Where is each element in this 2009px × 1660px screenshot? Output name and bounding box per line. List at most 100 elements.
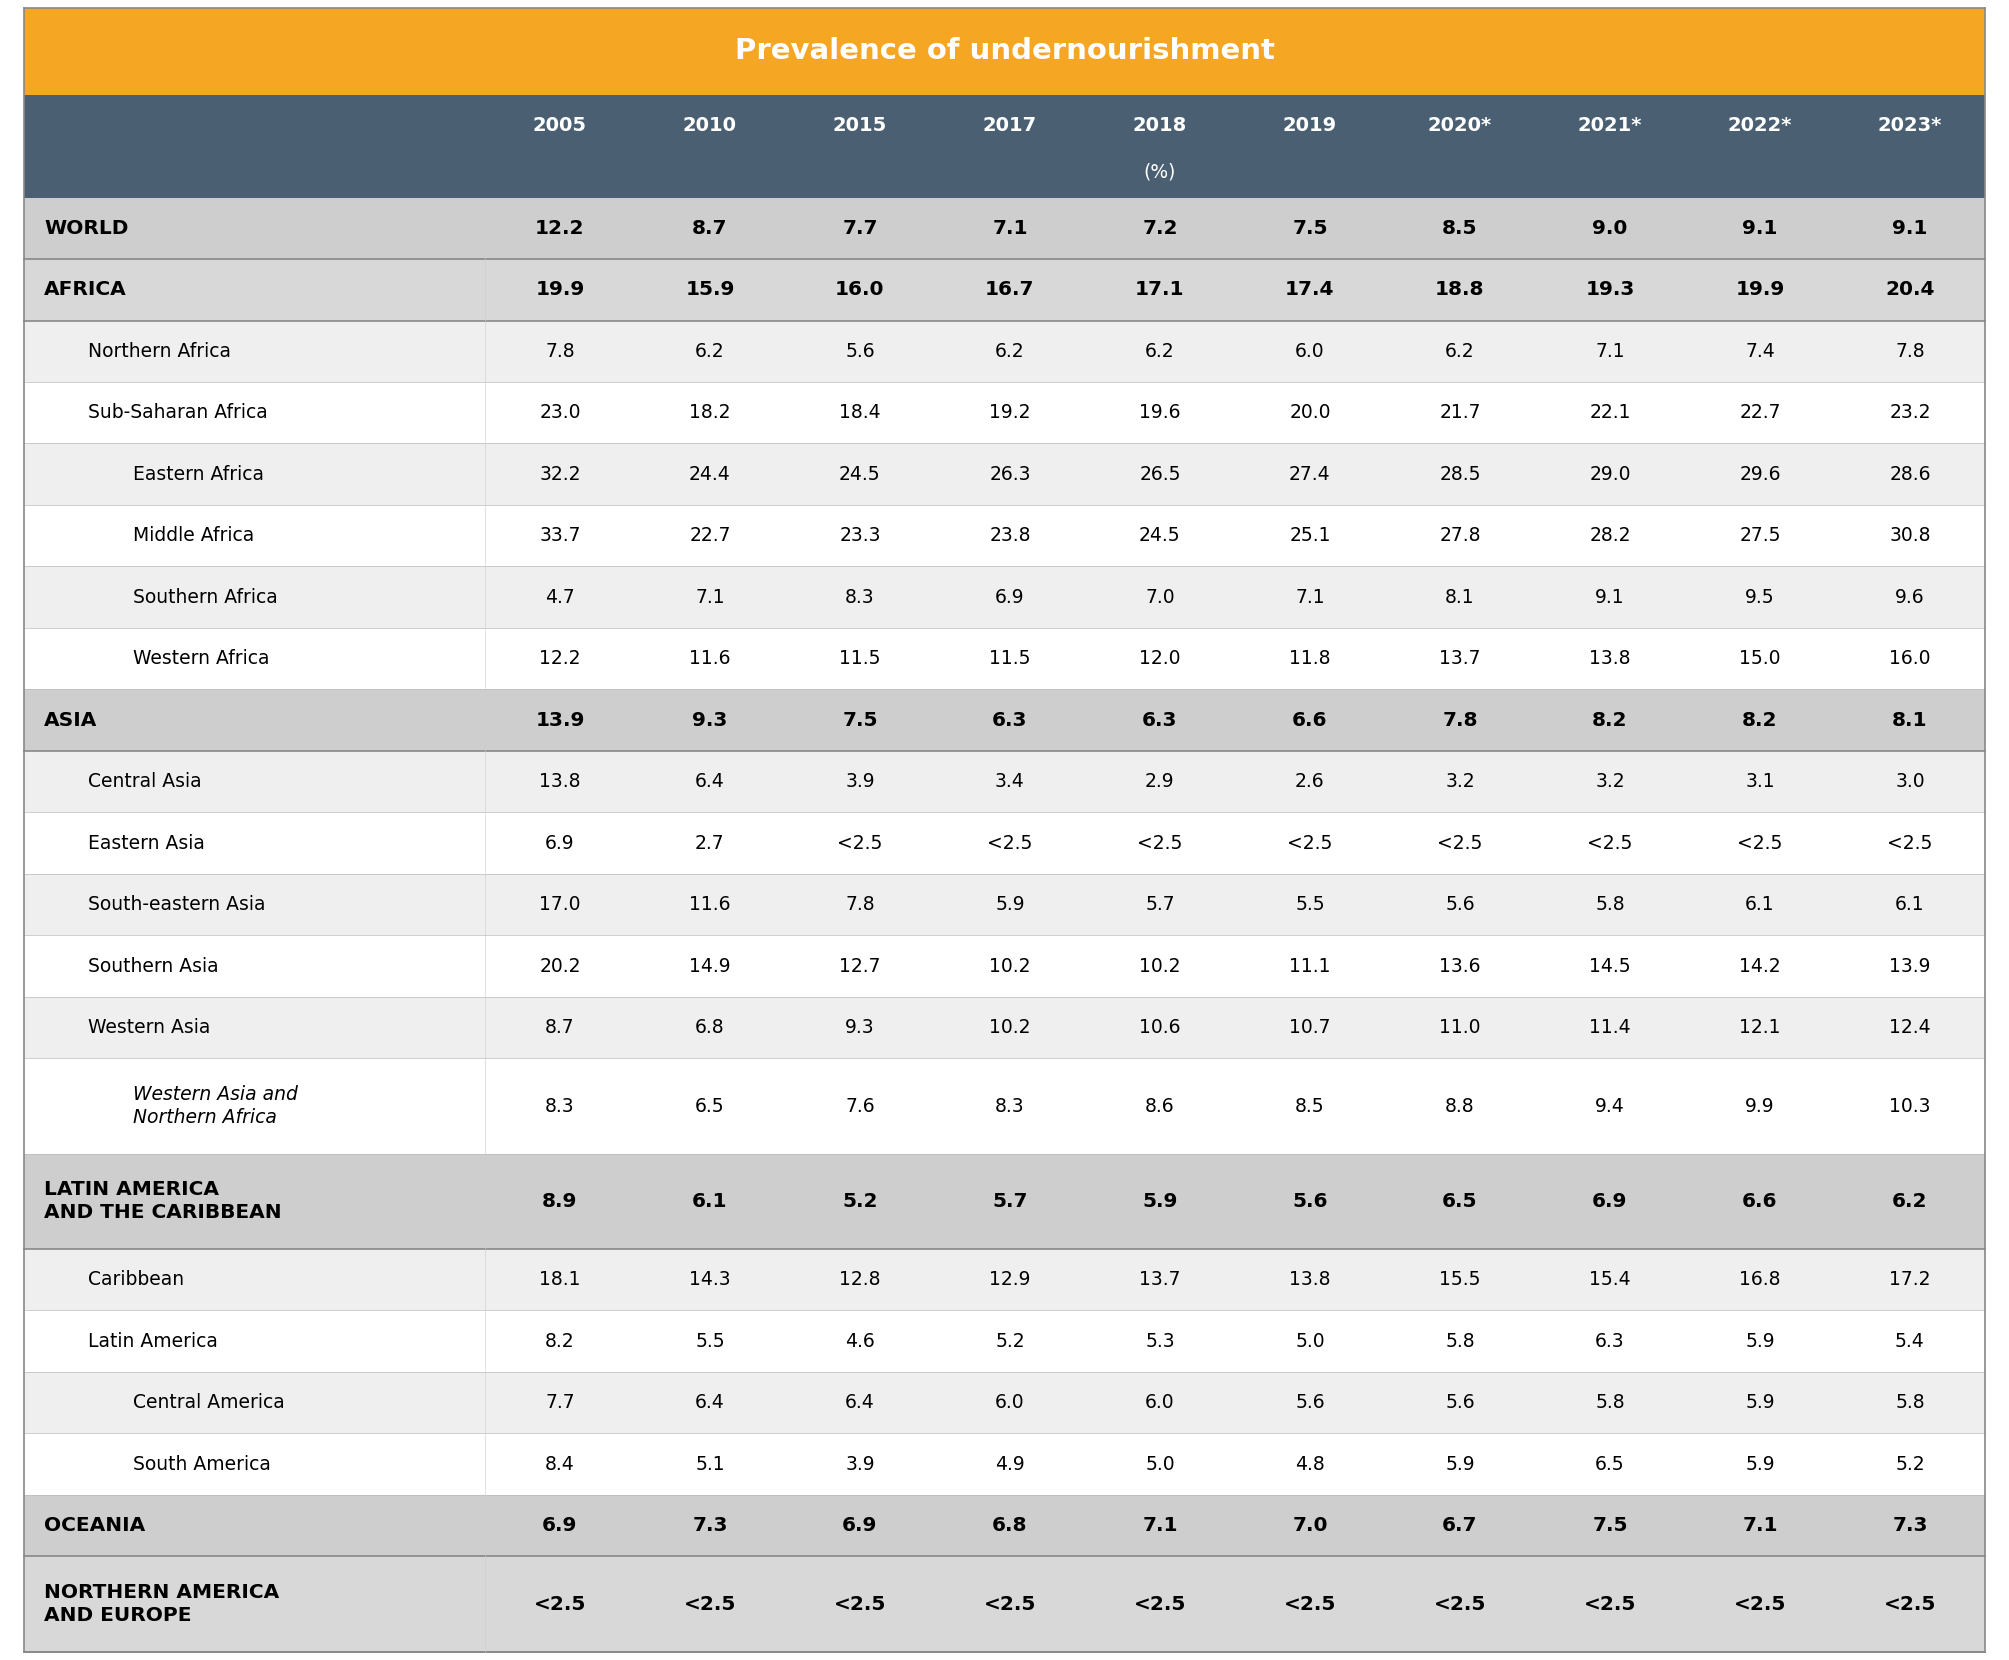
Text: 3.1: 3.1: [1746, 772, 1774, 792]
Text: OCEANIA: OCEANIA: [44, 1516, 145, 1536]
Text: 17.0: 17.0: [538, 895, 581, 915]
Text: 18.1: 18.1: [538, 1270, 581, 1290]
Text: 5.1: 5.1: [695, 1454, 725, 1474]
Text: 7.8: 7.8: [544, 342, 575, 360]
Text: 6.0: 6.0: [994, 1393, 1025, 1413]
Text: 17.1: 17.1: [1135, 281, 1185, 299]
Text: <2.5: <2.5: [683, 1595, 735, 1614]
Bar: [24, 1557, 1985, 1652]
Text: 8.2: 8.2: [1742, 710, 1778, 730]
Text: 3.9: 3.9: [846, 772, 874, 792]
Text: 8.7: 8.7: [544, 1018, 575, 1038]
Text: 8.1: 8.1: [1444, 588, 1475, 606]
Text: 8.3: 8.3: [846, 588, 874, 606]
Text: 19.3: 19.3: [1585, 281, 1635, 299]
Text: 33.7: 33.7: [538, 526, 581, 544]
Text: 5.3: 5.3: [1145, 1331, 1175, 1351]
Text: Northern Africa: Northern Africa: [88, 342, 231, 360]
Text: 14.3: 14.3: [689, 1270, 731, 1290]
Text: Central Asia: Central Asia: [88, 772, 203, 792]
Text: 23.8: 23.8: [988, 526, 1031, 544]
Text: 15.0: 15.0: [1740, 649, 1780, 669]
Text: 8.4: 8.4: [544, 1454, 575, 1474]
Text: 12.2: 12.2: [538, 649, 581, 669]
Text: <2.5: <2.5: [834, 1595, 886, 1614]
Text: 5.6: 5.6: [1444, 895, 1475, 915]
Text: 24.5: 24.5: [840, 465, 880, 483]
Text: 28.5: 28.5: [1438, 465, 1481, 483]
Text: 6.2: 6.2: [994, 342, 1025, 360]
Text: 6.8: 6.8: [992, 1516, 1029, 1536]
Text: 16.8: 16.8: [1740, 1270, 1780, 1290]
Text: LATIN AMERICA
AND THE CARIBBEAN: LATIN AMERICA AND THE CARIBBEAN: [44, 1180, 281, 1222]
Text: 23.3: 23.3: [840, 526, 880, 544]
Text: 5.7: 5.7: [992, 1192, 1029, 1210]
Text: 6.2: 6.2: [1892, 1192, 1929, 1210]
Bar: [24, 627, 1985, 689]
Text: 7.8: 7.8: [846, 895, 874, 915]
Text: 10.2: 10.2: [988, 1018, 1031, 1038]
Text: 2018: 2018: [1133, 116, 1187, 134]
Text: AFRICA: AFRICA: [44, 281, 127, 299]
Text: 9.1: 9.1: [1595, 588, 1625, 606]
Bar: [24, 1310, 1985, 1371]
Bar: [24, 320, 1985, 382]
Text: 3.2: 3.2: [1595, 772, 1625, 792]
Text: 9.6: 9.6: [1894, 588, 1925, 606]
Text: 5.2: 5.2: [1894, 1454, 1925, 1474]
Text: 6.0: 6.0: [1145, 1393, 1175, 1413]
Text: 20.2: 20.2: [538, 956, 581, 976]
Text: 9.5: 9.5: [1746, 588, 1774, 606]
Text: 6.5: 6.5: [1442, 1192, 1479, 1210]
Text: 11.5: 11.5: [840, 649, 880, 669]
Text: 18.8: 18.8: [1434, 281, 1485, 299]
Text: 7.7: 7.7: [842, 219, 878, 237]
Text: 6.9: 6.9: [842, 1516, 878, 1536]
Text: 16.7: 16.7: [984, 281, 1035, 299]
Text: 32.2: 32.2: [538, 465, 581, 483]
Bar: [24, 998, 1985, 1059]
Text: ASIA: ASIA: [44, 710, 98, 730]
Text: 5.9: 5.9: [994, 895, 1025, 915]
Text: 6.3: 6.3: [992, 710, 1029, 730]
Text: 27.8: 27.8: [1438, 526, 1481, 544]
Text: Western Africa: Western Africa: [133, 649, 269, 669]
Text: 5.0: 5.0: [1296, 1331, 1324, 1351]
Bar: [24, 198, 1985, 259]
Text: 10.2: 10.2: [988, 956, 1031, 976]
Text: 5.8: 5.8: [1595, 895, 1625, 915]
Bar: [24, 689, 1985, 750]
Text: 6.9: 6.9: [1593, 1192, 1627, 1210]
Text: 12.7: 12.7: [840, 956, 880, 976]
Text: 8.5: 8.5: [1296, 1097, 1324, 1116]
Text: 29.6: 29.6: [1740, 465, 1780, 483]
Bar: [24, 750, 1985, 812]
Text: <2.5: <2.5: [1133, 1595, 1185, 1614]
Text: <2.5: <2.5: [534, 1595, 587, 1614]
Text: 15.4: 15.4: [1589, 1270, 1631, 1290]
Text: Southern Asia: Southern Asia: [88, 956, 219, 976]
Text: 5.4: 5.4: [1894, 1331, 1925, 1351]
Text: 16.0: 16.0: [1888, 649, 1931, 669]
Text: 10.6: 10.6: [1139, 1018, 1181, 1038]
Text: 13.7: 13.7: [1139, 1270, 1181, 1290]
Text: <2.5: <2.5: [838, 833, 882, 853]
Text: 15.9: 15.9: [685, 281, 735, 299]
Text: 6.5: 6.5: [695, 1097, 725, 1116]
Text: 5.6: 5.6: [1444, 1393, 1475, 1413]
Text: 6.2: 6.2: [695, 342, 725, 360]
Text: 3.2: 3.2: [1444, 772, 1475, 792]
Text: Eastern Asia: Eastern Asia: [88, 833, 205, 853]
Text: 17.4: 17.4: [1286, 281, 1334, 299]
Text: 5.8: 5.8: [1444, 1331, 1475, 1351]
Text: 9.3: 9.3: [693, 710, 727, 730]
Text: 2019: 2019: [1284, 116, 1336, 134]
Text: 8.5: 8.5: [1442, 219, 1479, 237]
Text: <2.5: <2.5: [1583, 1595, 1635, 1614]
Text: 5.2: 5.2: [842, 1192, 878, 1210]
Text: 14.5: 14.5: [1589, 956, 1631, 976]
Text: 11.6: 11.6: [689, 649, 731, 669]
Bar: [24, 1434, 1985, 1496]
Text: 22.7: 22.7: [1740, 403, 1780, 422]
Text: 18.4: 18.4: [840, 403, 880, 422]
